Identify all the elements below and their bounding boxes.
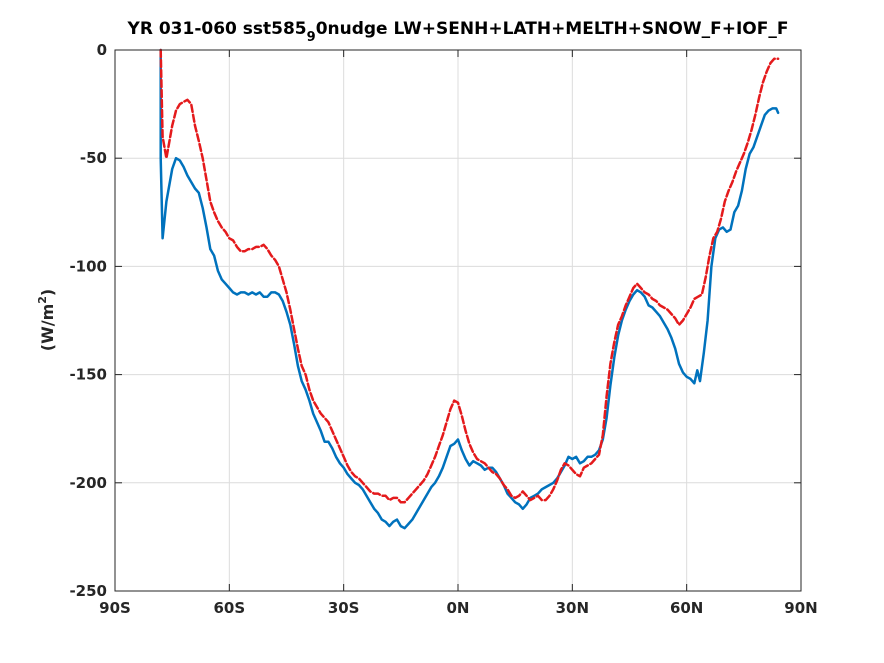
x-tick-label: 30N [556,599,589,617]
x-tick-label: 90N [784,599,817,617]
y-tick-label: -150 [69,366,107,384]
y-tick-label: 0 [97,41,107,59]
x-tick-label: 60N [670,599,703,617]
x-axis: 90S 60S 30S 0N 30N 60N 90N [99,50,818,617]
x-tick-label: 60S [213,599,245,617]
grid [115,50,801,591]
y-tick-label: -50 [80,149,107,167]
series-line-2 [159,48,780,504]
y-axis: 0 -50 -100 -150 -200 -250 [69,41,801,600]
x-tick-label: 0N [447,599,470,617]
y-tick-label: -250 [69,582,107,600]
x-tick-label: 30S [328,599,360,617]
series-layer [159,48,780,530]
y-tick-label: -200 [69,474,107,492]
chart-title: YR 031-060 sst58590nudge LW+SENH+LATH+ME… [127,19,789,45]
y-tick-label: -100 [69,257,107,275]
x-tick-label: 90S [99,599,131,617]
series-line-1 [159,48,780,530]
y-axis-label: (W/m2) [36,289,57,351]
